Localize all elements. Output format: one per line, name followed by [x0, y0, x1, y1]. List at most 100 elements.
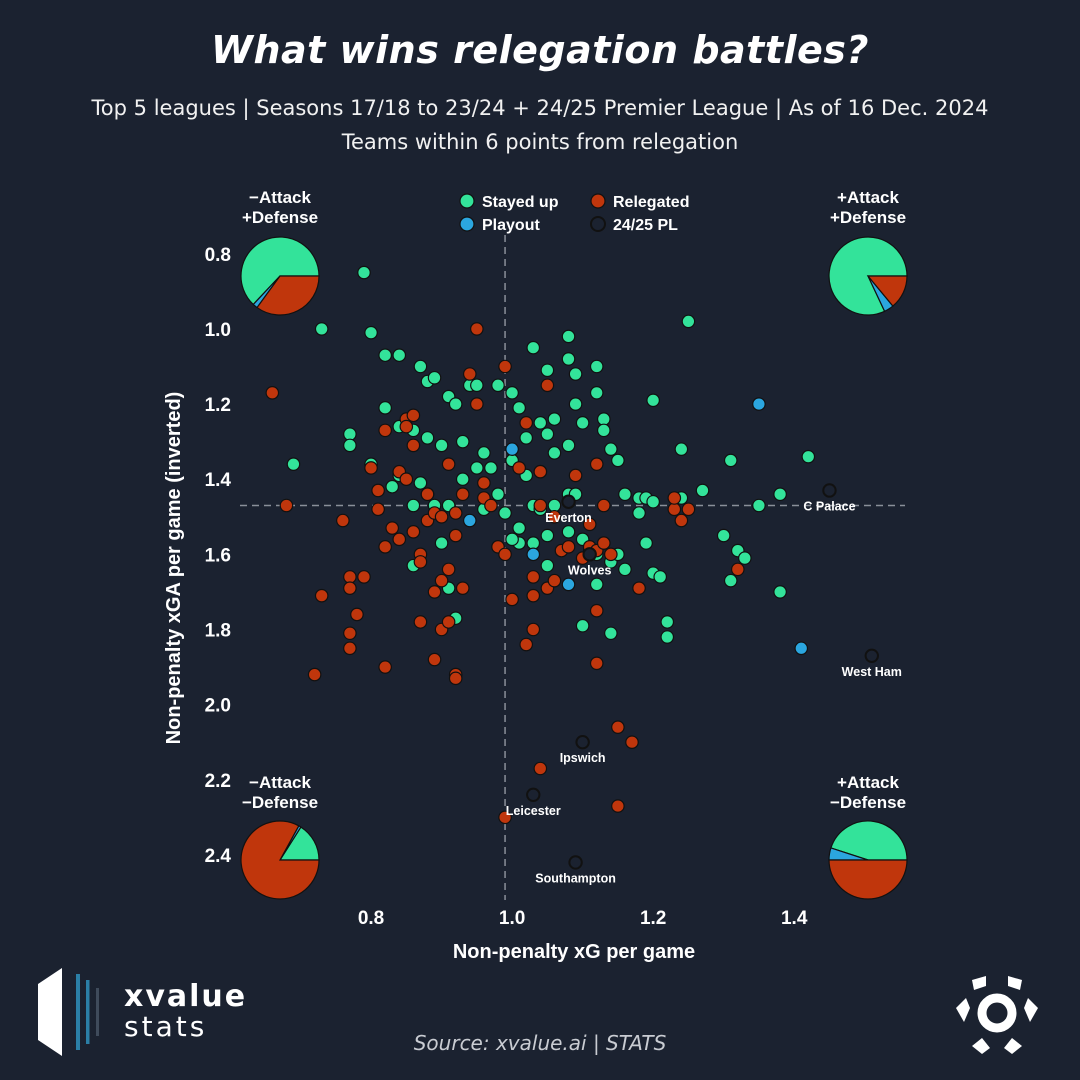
stayed-up-point [364, 325, 378, 340]
stayed-up-point [505, 385, 519, 400]
pl-2425-point [526, 787, 541, 803]
stayed-up-point [596, 412, 611, 426]
legend-marker [459, 193, 475, 209]
relegated-point [420, 487, 435, 502]
brand-subname: stats [124, 1010, 208, 1043]
relegated-point [512, 461, 526, 475]
stayed-up-point [752, 498, 766, 513]
stayed-up-point [519, 431, 534, 445]
y-tick-label: 0.8 [205, 245, 231, 266]
relegated-point [448, 506, 463, 520]
legend-marker [590, 193, 606, 209]
pie-slice-relegated [256, 275, 320, 316]
stayed-up-point [660, 615, 675, 629]
stayed-up-point [596, 423, 611, 438]
quadrant-label-attack: +Attack [837, 188, 899, 207]
relegated-point [498, 810, 512, 825]
stayed-up-point [801, 449, 816, 464]
stayed-up-point [738, 551, 752, 565]
chart-subtitle-1: Top 5 leagues | Seasons 17/18 to 23/24 +… [91, 96, 989, 120]
y-tick-label: 1.0 [205, 320, 231, 341]
stayed-up-point [526, 536, 541, 550]
stayed-up-point [498, 506, 512, 520]
relegated-point [462, 367, 477, 381]
x-tick-label: 0.8 [358, 908, 384, 929]
stayed-up-point [385, 479, 400, 494]
relegated-point [441, 562, 456, 577]
pie-slice-stayed-up [240, 236, 320, 306]
pie-slice-relegated [866, 275, 908, 307]
stayed-up-point [561, 352, 576, 366]
stayed-up-point [639, 536, 653, 550]
relegated-point [568, 468, 583, 483]
quadrant-label-attack: −Attack [249, 188, 311, 207]
pl-2425-point [822, 483, 837, 498]
stayed-up-point [589, 577, 604, 592]
relegated-point [413, 555, 428, 569]
stayed-up-point [343, 438, 357, 453]
stayed-up-point [448, 397, 463, 411]
relegated-point [371, 483, 385, 498]
relegated-point [540, 378, 555, 393]
team-label: West Ham [842, 665, 902, 679]
stayed-up-point [286, 457, 301, 471]
relegated-point [399, 472, 414, 487]
relegated-point [526, 570, 541, 584]
relegated-point [343, 570, 357, 584]
relegated-point [385, 521, 400, 535]
relegated-point [674, 513, 689, 528]
stayed-up-point [314, 322, 329, 336]
legend-marker [459, 216, 475, 232]
team-label: Wolves [568, 563, 612, 577]
relegated-point [406, 408, 421, 423]
relegated-point [399, 419, 414, 434]
pl-2425-point [864, 648, 879, 663]
stayed-up-point [632, 506, 646, 520]
stayed-up-point [561, 438, 576, 453]
stayed-up-point [660, 630, 675, 644]
relegated-point [632, 581, 646, 595]
relegated-point [484, 498, 498, 513]
legend-label: Stayed up [482, 194, 559, 211]
x-axis-label: Non-penalty xG per game [453, 941, 695, 963]
pie-slice-stayed-up [830, 820, 908, 861]
y-tick-label: 1.2 [205, 395, 231, 416]
x-tick-label: 1.2 [640, 908, 666, 929]
relegated-point [596, 536, 611, 550]
relegated-point [448, 671, 463, 686]
reference-lines [240, 235, 905, 900]
stayed-up-point [653, 570, 668, 584]
playout-point [462, 513, 477, 528]
stayed-up-point [392, 348, 407, 363]
relegated-point [406, 438, 421, 453]
stayed-up-point [470, 378, 484, 393]
relegated-point [561, 540, 576, 554]
source-note: Source: xvalue.ai | STATS [413, 1031, 667, 1055]
relegated-point [441, 615, 456, 629]
relegated-point [350, 607, 364, 622]
playout-point [505, 442, 519, 456]
stayed-up-point [618, 487, 632, 502]
legend-marker [590, 216, 606, 232]
relegated-point [406, 525, 421, 539]
relegated-point [519, 637, 534, 652]
ball-logo-icon [952, 968, 1042, 1062]
quadrant-label-attack: −Attack [249, 773, 311, 792]
playout-point [752, 397, 766, 411]
data-points [265, 265, 879, 870]
relegated-point [681, 502, 696, 517]
legend-label: Relegated [613, 194, 689, 211]
pl-2425-point [582, 547, 597, 562]
stayed-up-point [434, 536, 449, 550]
stayed-up-point [561, 525, 576, 539]
relegated-point [667, 502, 682, 517]
y-tick-label: 2.2 [205, 771, 231, 792]
relegated-point [455, 487, 470, 502]
playout-point [526, 547, 541, 562]
relegated-point [336, 513, 350, 528]
stayed-up-point [540, 558, 555, 573]
pl-2425-point [561, 494, 576, 509]
axis-ticks: 0.8 1.0 1.2 1.4 0.8 1.0 1.2 1.4 1.6 1.8 2.0 2.2 2.4 [205, 245, 808, 929]
relegated-point [448, 528, 463, 543]
